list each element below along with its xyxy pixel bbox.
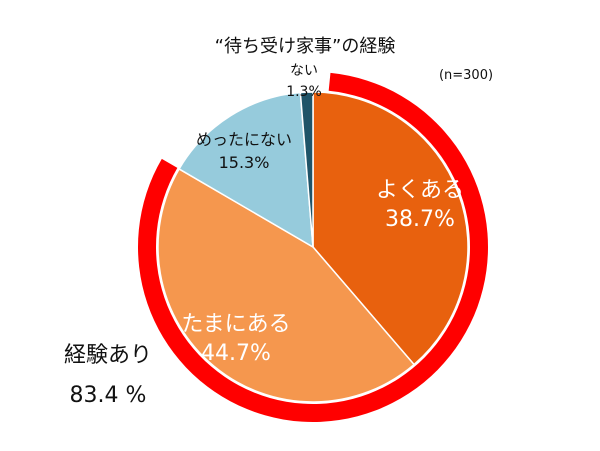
slice-label-tamaniaru: たまにある: [181, 312, 290, 337]
slice-label-nai: ない: [290, 63, 318, 79]
pie-slice-3: [299, 91, 314, 248]
slice-value-tamaniaru: 44.7%: [201, 341, 271, 366]
highlight-value: 83.4 %: [70, 383, 147, 408]
sample-size-note: (n=300): [439, 68, 493, 83]
chart-title: “待ち受け家事”の経験: [215, 36, 396, 57]
slice-value-nai: 1.3%: [286, 84, 322, 100]
slice-value-mettaninai: 15.3%: [219, 153, 270, 172]
pie-slice-0: [312, 91, 469, 366]
slice-value-yokuaru: 38.7%: [385, 207, 455, 232]
slice-label-mettaninai: めったにない: [196, 130, 292, 149]
pie-slice-1: [157, 167, 416, 403]
slice-label-yokuaru: よくある: [376, 178, 464, 203]
highlight-label: 経験あり: [64, 343, 152, 368]
pie-slice-2: [178, 91, 314, 249]
